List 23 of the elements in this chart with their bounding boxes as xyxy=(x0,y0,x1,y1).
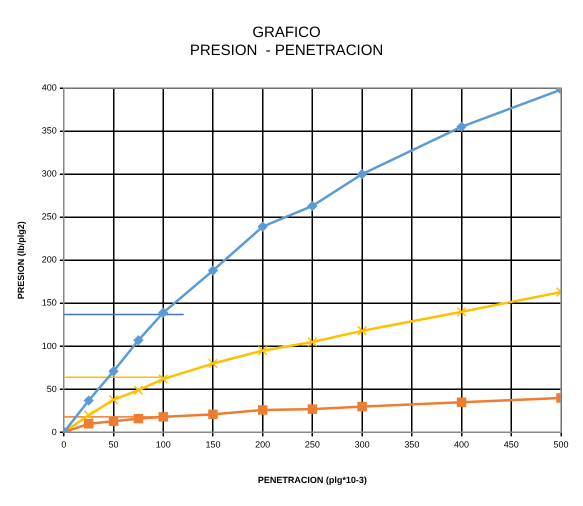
y-tick-label: 400 xyxy=(42,82,57,92)
x-tick-label: 350 xyxy=(404,439,420,450)
x-tick-label: 200 xyxy=(255,439,270,450)
y-tick-label: 150 xyxy=(42,298,57,308)
y-tick-label: 250 xyxy=(42,212,57,222)
x-tick-label: 500 xyxy=(553,439,569,450)
x-tick-label: 250 xyxy=(304,439,320,450)
x-axis-title: PENETRACION (plg*10-3) xyxy=(258,475,367,486)
x-tick-label: 150 xyxy=(205,439,220,450)
y-tick-label: 0 xyxy=(52,426,57,437)
y-tick-label: 100 xyxy=(42,340,57,351)
y-tick-label: 200 xyxy=(42,254,57,265)
x-tick-label: 400 xyxy=(454,439,470,450)
x-tick-label: 300 xyxy=(354,439,370,450)
chart-title: GRAFICO PRESION - PENETRACION xyxy=(190,24,384,60)
x-tick-label: 50 xyxy=(108,439,119,450)
y-axis-title: PRESION (lb/plg2) xyxy=(16,221,26,300)
x-tick-label: 100 xyxy=(156,439,171,450)
x-tick-label: 450 xyxy=(504,439,519,450)
y-tick-label: 300 xyxy=(42,168,57,179)
x-tick-label: 0 xyxy=(61,439,66,450)
y-tick-label: 350 xyxy=(42,126,57,136)
y-tick-label: 50 xyxy=(46,384,57,394)
